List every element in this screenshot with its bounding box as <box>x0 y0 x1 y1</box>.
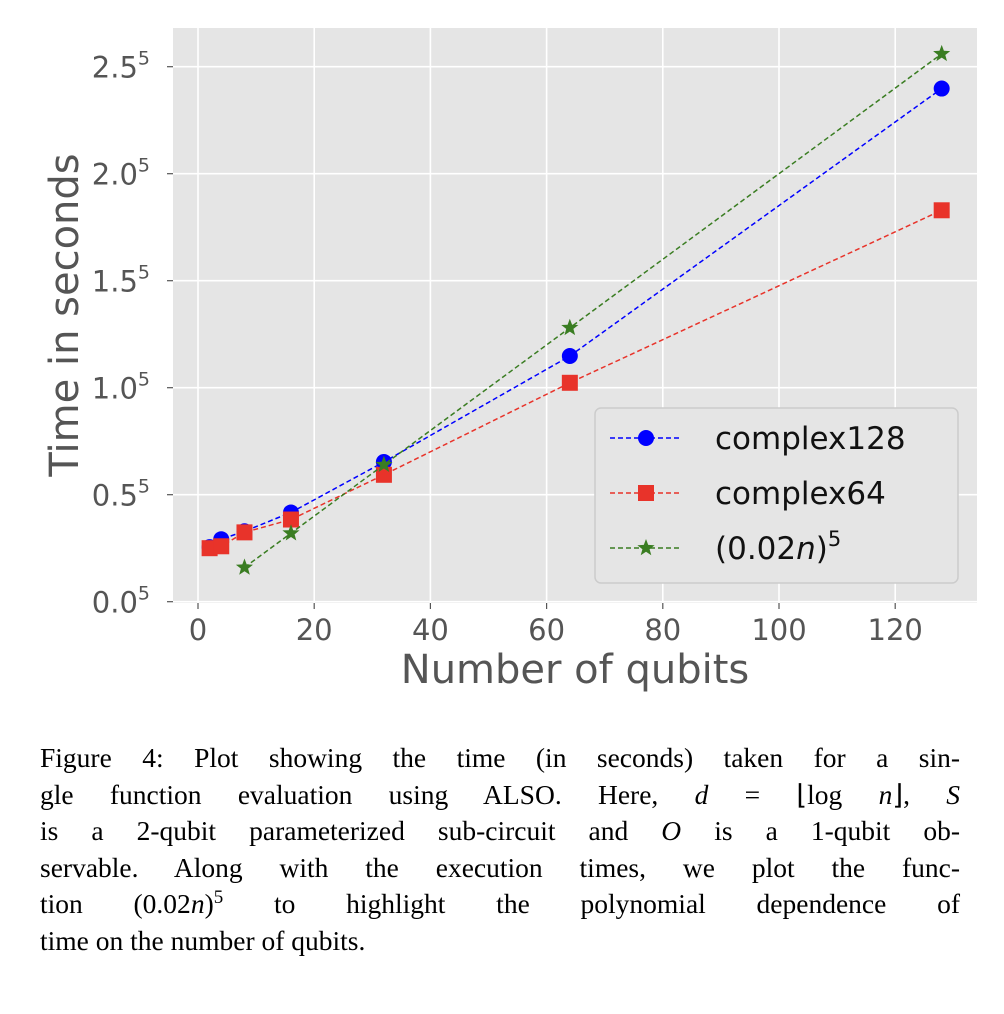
caption-line: servable. Along with the execution times… <box>40 850 960 887</box>
figure-caption: Figure 4: Plot showing the time (in seco… <box>40 740 960 959</box>
legend-label: complex64 <box>715 476 886 512</box>
y-tick-exponent: 5 <box>138 476 150 498</box>
caption-text: Figure 4: Plot showing the time (in seco… <box>40 742 960 773</box>
data-point-circle <box>933 80 950 97</box>
caption-line: time on the number of qubits. <box>40 923 960 960</box>
legend-label: complex128 <box>715 421 906 457</box>
data-point-square <box>375 466 392 483</box>
data-point-square <box>213 538 230 555</box>
x-axis-label: Number of qubits <box>401 647 749 693</box>
y-tick-label: 0.05 <box>92 583 150 620</box>
x-tick-label: 120 <box>868 613 923 647</box>
data-point-square <box>561 374 578 391</box>
caption-text: 5 <box>213 886 224 908</box>
caption-text: ⌋, <box>892 778 947 810</box>
data-point-star <box>235 558 253 575</box>
caption-text: to highlight the polynomial dependence o… <box>223 888 960 919</box>
legend-entry: (0.02n)5 <box>610 527 841 567</box>
series--0-02n-5 <box>235 44 951 575</box>
caption-text: is a 2-qubit parameterized sub-circuit a… <box>40 815 662 846</box>
x-tick-label: 20 <box>296 613 333 647</box>
caption-line: Figure 4: Plot showing the time (in seco… <box>40 740 960 777</box>
data-point-circle <box>638 430 654 446</box>
y-tick-exponent: 5 <box>138 369 150 391</box>
data-point-star <box>375 455 393 472</box>
chart: 0 20 40 60 80 100 1200.050.551.051.552.052.55 … <box>42 28 977 693</box>
caption-line: is a 2-qubit parameterized sub-circuit a… <box>40 813 960 850</box>
data-point-star <box>637 539 655 556</box>
caption-text: servable. Along with the execution times… <box>40 851 960 883</box>
y-tick-label: 0.55 <box>92 476 150 513</box>
y-tick-base: 0.5 <box>92 479 138 513</box>
y-tick-exponent: 5 <box>138 48 150 70</box>
legend-box <box>594 407 959 584</box>
data-point-square <box>933 202 950 219</box>
legend-entry: complex64 <box>610 476 886 512</box>
y-tick-exponent: 5 <box>138 262 150 284</box>
y-tick-label: 2.55 <box>92 48 150 85</box>
series <box>201 44 951 575</box>
caption-text: is a 1-qubit ob- <box>681 815 960 846</box>
y-tick-exponent: 5 <box>138 583 150 605</box>
legend: complex128 complex64 (0.02n)5 <box>594 407 959 584</box>
caption-text: S <box>946 778 960 810</box>
caption-text: gle function evaluation using ALSO. Here… <box>40 778 695 810</box>
y-tick-label: 2.05 <box>92 155 150 192</box>
caption-text: tion (0.02 <box>40 888 191 919</box>
data-point-circle <box>561 348 578 365</box>
data-point-square <box>236 524 253 541</box>
y-tick-base: 2.5 <box>92 51 138 85</box>
data-point-star <box>561 318 579 336</box>
x-tick-label: 40 <box>412 613 449 647</box>
y-tick-base: 1.0 <box>92 372 138 406</box>
caption-text: d <box>694 778 709 810</box>
caption-text: n <box>190 888 205 919</box>
x-tick-label: 80 <box>644 613 681 647</box>
y-tick-label: 1.05 <box>92 369 150 406</box>
x-tick-label: 0 <box>189 613 207 647</box>
caption-text: = ⌊log <box>708 778 879 810</box>
data-point-star <box>282 524 300 541</box>
caption-line: gle function evaluation using ALSO. Here… <box>40 777 960 814</box>
legend-label: (0.02n)5 <box>715 527 841 567</box>
y-tick-exponent: 5 <box>138 155 150 177</box>
y-tick-label: 1.55 <box>92 262 150 299</box>
legend-entry: complex128 <box>610 421 906 457</box>
data-point-square <box>638 485 654 501</box>
data-point-square <box>282 511 299 528</box>
caption-text: ) <box>204 888 214 919</box>
caption-text: O <box>661 815 682 846</box>
y-tick-base: 1.5 <box>92 265 138 299</box>
caption-text: n <box>878 778 893 810</box>
y-tick-base: 0.0 <box>92 586 138 620</box>
data-point-star <box>933 44 951 62</box>
caption-text: time on the number of qubits. <box>40 924 366 956</box>
y-tick-base: 2.0 <box>92 158 138 192</box>
y-axis-label: Time in seconds <box>42 153 88 477</box>
x-tick-label: 60 <box>528 613 565 647</box>
x-tick-label: 100 <box>751 613 806 647</box>
caption-line: tion (0.02n)5 to highlight the polynomia… <box>40 886 960 923</box>
series-complex64 <box>201 202 950 557</box>
